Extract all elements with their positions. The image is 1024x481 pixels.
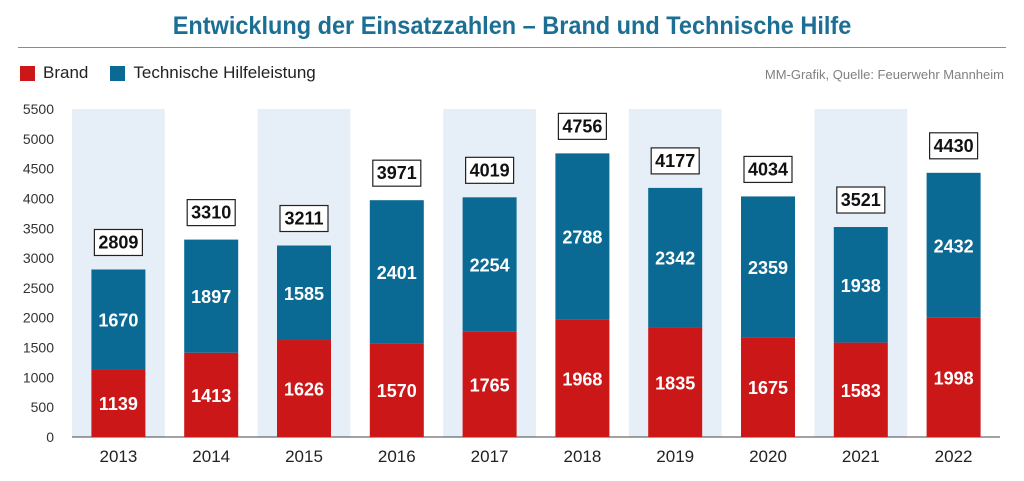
legend-label-technische-hilfe: Technische Hilfeleistung <box>133 63 316 82</box>
total-box <box>928 132 979 160</box>
data-label-technische-hilfe: 1897 <box>191 287 231 307</box>
legend-item-technische-hilfe: Technische Hilfeleistung <box>110 63 316 83</box>
total-label: 3521 <box>841 190 881 210</box>
x-tick-label: 2020 <box>749 447 787 466</box>
x-tick-label: 2015 <box>285 447 323 466</box>
bar-technische-hilfe <box>184 239 239 353</box>
y-tick-label: 0 <box>46 429 54 445</box>
bar-brand <box>462 331 517 437</box>
data-label-technische-hilfe: 2788 <box>562 228 602 248</box>
data-label-technische-hilfe: 1585 <box>284 284 324 304</box>
bar-brand <box>926 317 981 437</box>
data-label-technische-hilfe: 2342 <box>655 249 695 269</box>
y-tick-label: 3500 <box>23 220 54 236</box>
data-label-technische-hilfe: 2359 <box>748 258 788 278</box>
total-box <box>836 186 886 214</box>
total-label: 4019 <box>470 160 510 180</box>
y-tick-label: 4500 <box>23 161 54 177</box>
bar-brand <box>91 369 146 437</box>
bar-technische-hilfe <box>648 187 703 328</box>
total-box <box>743 155 793 184</box>
bar-brand <box>277 340 331 437</box>
bar-brand <box>648 327 703 437</box>
bar-brand <box>555 319 610 437</box>
x-tick-label: 2014 <box>192 447 230 466</box>
total-label: 3211 <box>284 209 323 229</box>
legend-label-brand: Brand <box>43 63 89 82</box>
total-box <box>186 199 236 227</box>
x-tick-label: 2021 <box>842 447 880 466</box>
bar-technische-hilfe <box>833 227 888 343</box>
bar-technische-hilfe <box>277 245 331 341</box>
data-label-technische-hilfe: 1938 <box>841 276 881 296</box>
bar-technische-hilfe <box>741 196 795 338</box>
legend-swatch-technische-hilfe <box>110 65 126 81</box>
x-tick-label: 2017 <box>471 447 509 466</box>
y-tick-label: 1500 <box>23 340 54 356</box>
total-box <box>93 228 144 257</box>
bar-brand <box>184 352 239 437</box>
total-box <box>372 159 422 187</box>
y-tick-label: 500 <box>31 399 55 415</box>
data-label-technische-hilfe: 2401 <box>377 263 417 283</box>
total-box <box>557 112 608 140</box>
total-label: 4177 <box>655 151 695 171</box>
y-tick-label: 1000 <box>23 369 54 385</box>
total-label: 2809 <box>98 232 138 252</box>
x-tick-label: 2016 <box>378 447 416 466</box>
data-label-brand: 1998 <box>934 368 974 388</box>
x-tick-label: 2019 <box>656 447 694 466</box>
total-label: 3310 <box>191 203 231 223</box>
data-label-brand: 1765 <box>470 375 510 395</box>
data-label-brand: 1583 <box>841 381 881 401</box>
data-label-brand: 1139 <box>99 394 138 414</box>
y-tick-label: 3000 <box>23 250 54 266</box>
y-tick-label: 2500 <box>23 280 54 296</box>
bar-technische-hilfe <box>369 200 424 344</box>
data-label-brand: 1968 <box>562 369 602 389</box>
y-tick-label: 2000 <box>23 310 54 326</box>
legend-swatch-brand <box>20 65 35 81</box>
legend-item-brand: Brand <box>20 63 88 83</box>
bar-brand <box>369 343 424 437</box>
chart-title: Entwicklung der Einsatzzahlen – Brand un… <box>172 12 852 40</box>
source-note: MM-Grafik, Quelle: Feuerwehr Mannheim <box>764 67 1004 82</box>
data-label-brand: 1675 <box>748 378 788 398</box>
bar-technische-hilfe <box>91 269 146 370</box>
total-label: 4034 <box>748 159 788 179</box>
y-tick-label: 4000 <box>23 190 54 206</box>
bar-technische-hilfe <box>926 172 981 318</box>
bar-brand <box>741 337 795 437</box>
bar-technische-hilfe <box>462 197 517 332</box>
x-tick-label: 2022 <box>935 447 973 466</box>
data-label-brand: 1626 <box>284 380 324 400</box>
y-tick-label: 5000 <box>23 131 54 147</box>
bar-technische-hilfe <box>555 153 610 320</box>
data-label-technische-hilfe: 2432 <box>934 236 974 256</box>
bar-brand <box>833 342 888 437</box>
data-label-brand: 1835 <box>655 373 695 393</box>
total-label: 3971 <box>377 163 417 183</box>
total-box <box>650 147 700 175</box>
data-label-technische-hilfe: 1670 <box>98 310 138 330</box>
x-tick-label: 2018 <box>563 447 601 466</box>
title-divider <box>18 47 1006 48</box>
legend: Brand Technische Hilfeleistung <box>20 63 338 83</box>
total-label: 4430 <box>934 136 974 156</box>
total-box <box>465 156 515 184</box>
x-tick-label: 2013 <box>99 447 137 466</box>
y-tick-label: 5500 <box>23 101 54 117</box>
data-label-brand: 1413 <box>191 386 231 406</box>
data-label-technische-hilfe: 2254 <box>470 256 510 276</box>
data-label-brand: 1570 <box>377 381 417 401</box>
total-label: 4756 <box>562 116 602 136</box>
total-box <box>279 204 329 233</box>
